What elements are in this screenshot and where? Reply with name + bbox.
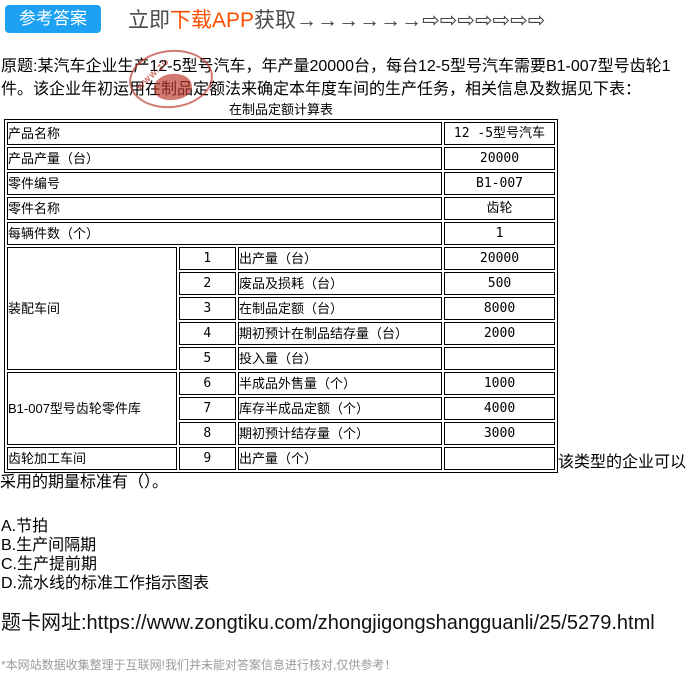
table-row: 齿轮加工车间 9 出产量（个） [7, 447, 555, 470]
table-row: 3 在制品定额（台） 8000 [7, 297, 555, 320]
table-row: 7 库存半成品定额（个） 4000 [7, 397, 555, 420]
download-app-link[interactable]: 下载APP [170, 9, 255, 32]
option-c: C.生产提前期 [1, 556, 98, 573]
row-no: 8 [178, 422, 236, 445]
section-name: 齿轮加工车间 [7, 447, 177, 470]
reference-answer-badge[interactable]: 参考答案 [5, 5, 101, 33]
row-item: 期初预计结存量（个） [237, 422, 442, 445]
option-d: D.流水线的标准工作指示图表 [1, 575, 210, 592]
row-value: 3000 [444, 422, 555, 445]
hollow-arrows-icon: ⇨⇨⇨⇨⇨⇨⇨ [422, 9, 546, 32]
table-row: 2 废品及损耗（台） 500 [7, 272, 555, 295]
row-no: 9 [178, 447, 236, 470]
table-row: 产品名称 12 -5型号汽车 [7, 122, 555, 145]
row-value: 2000 [444, 322, 555, 345]
info-value: B1-007 [444, 172, 555, 195]
row-value: 20000 [444, 247, 555, 270]
info-value: 20000 [444, 147, 555, 170]
section-name: 装配车间 [7, 247, 177, 370]
site-disclaimer: *本网站数据收集整理于互联网!我们并未能对答案信息进行核对,仅供参考！ [1, 658, 397, 672]
quota-table: 产品名称 12 -5型号汽车 产品产量（台） 20000 零件编号 B1-007… [4, 119, 558, 473]
info-label: 零件名称 [7, 197, 442, 220]
row-item: 在制品定额（台） [237, 297, 442, 320]
row-no: 2 [178, 272, 236, 295]
row-value [444, 447, 555, 470]
table-row: 4 期初预计在制品结存量（台） 2000 [7, 322, 555, 345]
table-row: 8 期初预计结存量（个） 3000 [7, 422, 555, 445]
quota-table-unit: 在制品定额计算表 产品名称 12 -5型号汽车 产品产量（台） 20000 零件… [4, 102, 558, 473]
row-value: 1000 [444, 372, 555, 395]
row-item: 出产量（个） [237, 447, 442, 470]
row-item: 废品及损耗（台） [237, 272, 442, 295]
table-row: 零件编号 B1-007 [7, 172, 555, 195]
row-item: 出产量（台） [237, 247, 442, 270]
row-no: 5 [178, 347, 236, 370]
table-row: 每辆件数（个） 1 [7, 222, 555, 245]
download-app-promo: 立即下载APP获取→→→→→→⇨⇨⇨⇨⇨⇨⇨ [128, 4, 545, 34]
row-no: 4 [178, 322, 236, 345]
row-value: 4000 [444, 397, 555, 420]
row-no: 3 [178, 297, 236, 320]
question-continuation-text: 该类型的企业可以采用的期量标准有（）。 [0, 454, 687, 491]
info-value: 1 [444, 222, 555, 245]
info-value: 12 -5型号汽车 [444, 122, 555, 145]
info-label: 产品产量（台） [7, 147, 442, 170]
table-row: 产品产量（台） 20000 [7, 147, 555, 170]
promo-prefix: 立即 [128, 9, 170, 32]
option-a: A.节拍 [1, 518, 49, 535]
info-label: 产品名称 [7, 122, 442, 145]
info-value: 齿轮 [444, 197, 555, 220]
row-no: 6 [178, 372, 236, 395]
table-row: B1-007型号齿轮零件库 6 半成品外售量（个） 1000 [7, 372, 555, 445]
answer-options: A.节拍 B.生产间隔期 C.生产提前期 D.流水线的标准工作指示图表 [1, 517, 700, 593]
page-header: 参考答案 立即下载APP获取→→→→→→⇨⇨⇨⇨⇨⇨⇨ [0, 0, 700, 34]
row-no: 1 [178, 247, 236, 270]
row-item: 半成品外售量（个） [237, 372, 442, 395]
section-name: B1-007型号齿轮零件库 [7, 372, 177, 445]
table-title: 在制品定额计算表 [228, 102, 333, 117]
row-value: 500 [444, 272, 555, 295]
table-row: 5 投入量（台） [7, 347, 555, 370]
info-label: 每辆件数（个） [7, 222, 442, 245]
row-no: 7 [178, 397, 236, 420]
solid-arrows-icon: →→→→→→ [296, 9, 423, 32]
question-card-url-link[interactable]: 题卡网址:https://www.zongtiku.com/zhongjigon… [1, 612, 655, 634]
row-item: 期初预计在制品结存量（台） [237, 322, 442, 345]
option-b: B.生产间隔期 [1, 537, 97, 554]
row-item: 投入量（台） [237, 347, 442, 370]
question-table-block: 在制品定额计算表 产品名称 12 -5型号汽车 产品产量（台） 20000 零件… [0, 102, 700, 493]
row-value [444, 347, 555, 370]
question-text: 原题:某汽车企业生产12-5型号汽车，年产量20000台，每台12-5型号汽车需… [1, 58, 671, 98]
table-row: 零件名称 齿轮 [7, 197, 555, 220]
table-row: 装配车间 1 出产量（台） 20000 [7, 247, 555, 370]
row-item: 库存半成品定额（个） [237, 397, 442, 420]
info-label: 零件编号 [7, 172, 442, 195]
row-value: 8000 [444, 297, 555, 320]
promo-suffix: 获取 [254, 9, 297, 32]
